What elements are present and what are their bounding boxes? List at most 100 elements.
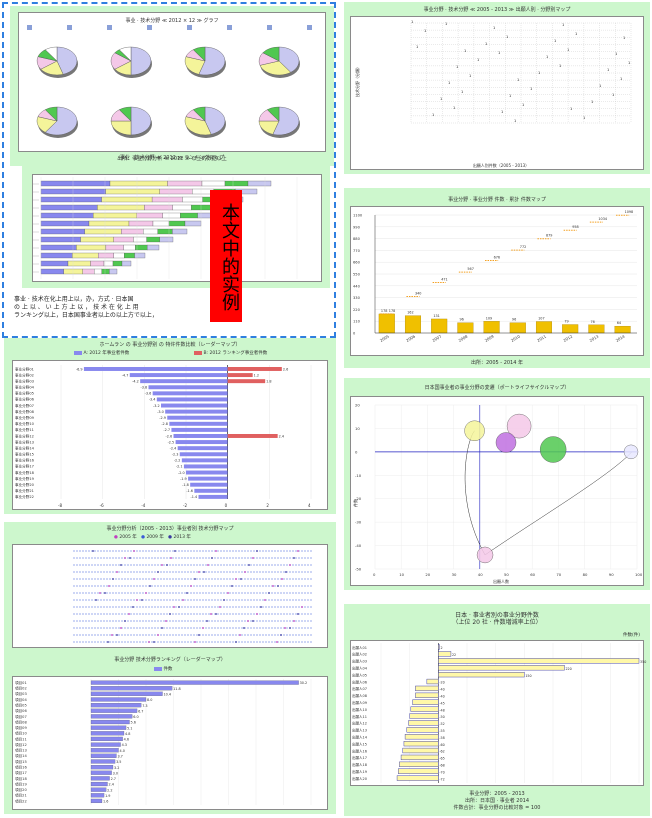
legend-b-label: B: 2012 ランキング事业者件数: [203, 351, 267, 356]
div-value-a: -3.2: [153, 404, 160, 408]
legend-a-swatch: [74, 351, 82, 355]
tl-dot: [301, 606, 303, 608]
line-bar-value: 76: [591, 320, 595, 324]
div-value-a: -2.0: [178, 471, 185, 475]
sg-point: 1: [538, 71, 540, 75]
rank-value: -52: [439, 722, 444, 726]
div-value-a: -1.8: [182, 483, 189, 487]
sg-point: 1: [477, 58, 479, 62]
div-value-a: -1.4: [191, 495, 198, 499]
div-bar-a: [176, 440, 228, 444]
scatter-grid-panel: 事业分野 · 技术分野 ≪ 2005 - 2013 ≫ 出願人別 · 分野別マッ…: [344, 2, 650, 174]
div-bar-a: [178, 446, 228, 450]
line-cum-value: 567: [467, 267, 473, 271]
tl-dot: [149, 585, 151, 587]
tl-dot: [198, 571, 200, 573]
tl-dot: [256, 613, 258, 615]
hbar-bar: [91, 726, 126, 730]
bub-point: [496, 432, 516, 452]
line-bar: [562, 325, 578, 333]
bubble-frame: 20100-10-20-30-40-5001020304050607080901…: [350, 396, 644, 586]
legend-b-swatch: [194, 351, 202, 355]
hbar-value: 5.6: [131, 721, 136, 725]
tl-dot: [272, 585, 274, 587]
bub-ytick: 10: [355, 426, 360, 431]
div-value-a: -2.3: [172, 453, 179, 457]
bub-point: [624, 445, 638, 459]
line-xtick: 2008: [458, 333, 469, 342]
rank-value: -60: [439, 743, 444, 747]
line-cum-value: 471: [441, 277, 447, 281]
tl-dot: [235, 641, 237, 643]
sg-point: 1: [623, 36, 625, 40]
bub-ylabel: 件数: [352, 499, 358, 507]
div-value-a: -6.9: [76, 367, 83, 371]
rank-category: 出願人16: [352, 748, 367, 753]
hbar-bar: [91, 760, 115, 764]
bub-xtick: 60: [530, 572, 535, 577]
tl-dot: [203, 571, 205, 573]
tl-dot: [170, 557, 172, 559]
hbar-category: 項目13: [15, 748, 27, 753]
line-cum-value: 772: [520, 245, 526, 249]
hbar-bar: [91, 692, 163, 696]
rank-unit: 件数(件): [623, 632, 640, 638]
legend-a-label: A: 2012 年事业者件数: [83, 351, 129, 356]
sg-point: 1: [567, 48, 569, 52]
rank-category: 出願人19: [352, 769, 367, 774]
div-value-b: 1.8: [266, 379, 271, 383]
hbar-category: 項目02: [15, 686, 27, 691]
hbar-value: 3.2: [114, 766, 119, 770]
tl-dot: [116, 571, 118, 573]
div-tick: 4: [308, 503, 311, 508]
tl-dot: [293, 557, 295, 559]
hbar-bar: [91, 793, 104, 797]
highlight-dashed-border: [2, 2, 336, 338]
sg-point: 1: [583, 116, 585, 120]
tl-dot: [256, 550, 258, 552]
sg-point: 1: [498, 51, 500, 55]
timeline-svg: [13, 545, 329, 649]
hbar-bar: [91, 799, 102, 803]
sg-point: 1: [456, 65, 458, 69]
rank-bar: [413, 700, 439, 705]
tl-dot: [186, 592, 188, 594]
hbar-category: 項目07: [15, 714, 27, 719]
sg-point: 1: [461, 90, 463, 94]
div-bar-a: [199, 495, 228, 499]
sg-point: 1: [411, 20, 413, 24]
line-xtick: 2006: [405, 333, 416, 342]
hbar-bar: [91, 776, 110, 780]
rank-bar: [403, 748, 439, 753]
bub-point: [465, 421, 485, 441]
div-category: 事业分野17: [15, 464, 34, 469]
tl-dot: [276, 641, 278, 643]
line-ytick: 990: [353, 225, 361, 229]
tl-dot: [128, 613, 130, 615]
timeline-legend-3: 2013 年: [174, 535, 191, 540]
hbar-legend-label: 件数: [163, 667, 172, 672]
rank-bar: [438, 672, 524, 677]
tl-dot: [174, 550, 176, 552]
hbar-value: 3.7: [117, 755, 122, 759]
diverging-svg: -8-6-4-2024事业分野01-6.92.6事业分野02-4.71.2事业分…: [13, 361, 329, 511]
hbar-value: 8.0: [147, 698, 152, 702]
div-bar-a: [149, 385, 228, 389]
line-bar: [589, 325, 605, 333]
tl-dot: [239, 634, 241, 636]
bub-xtick: 10: [399, 572, 404, 577]
div-category: 事业分野03: [15, 378, 34, 383]
div-tick: -2: [183, 503, 187, 508]
hbar-bar: [91, 698, 146, 702]
sg-point: 1: [506, 35, 508, 39]
line-svg: 0110220330440550660770880990110017820051…: [351, 207, 645, 357]
bub-xtick: 40: [478, 572, 483, 577]
line-bar-value: 162: [407, 311, 413, 315]
tl-dot: [277, 585, 279, 587]
sg-point: 1: [607, 68, 609, 72]
div-value-a: -3.0: [157, 410, 164, 414]
tl-dot: [133, 550, 135, 552]
tl-dot: [194, 641, 196, 643]
line-xtick: 2014: [615, 333, 626, 342]
sg-point: 1: [575, 32, 577, 36]
